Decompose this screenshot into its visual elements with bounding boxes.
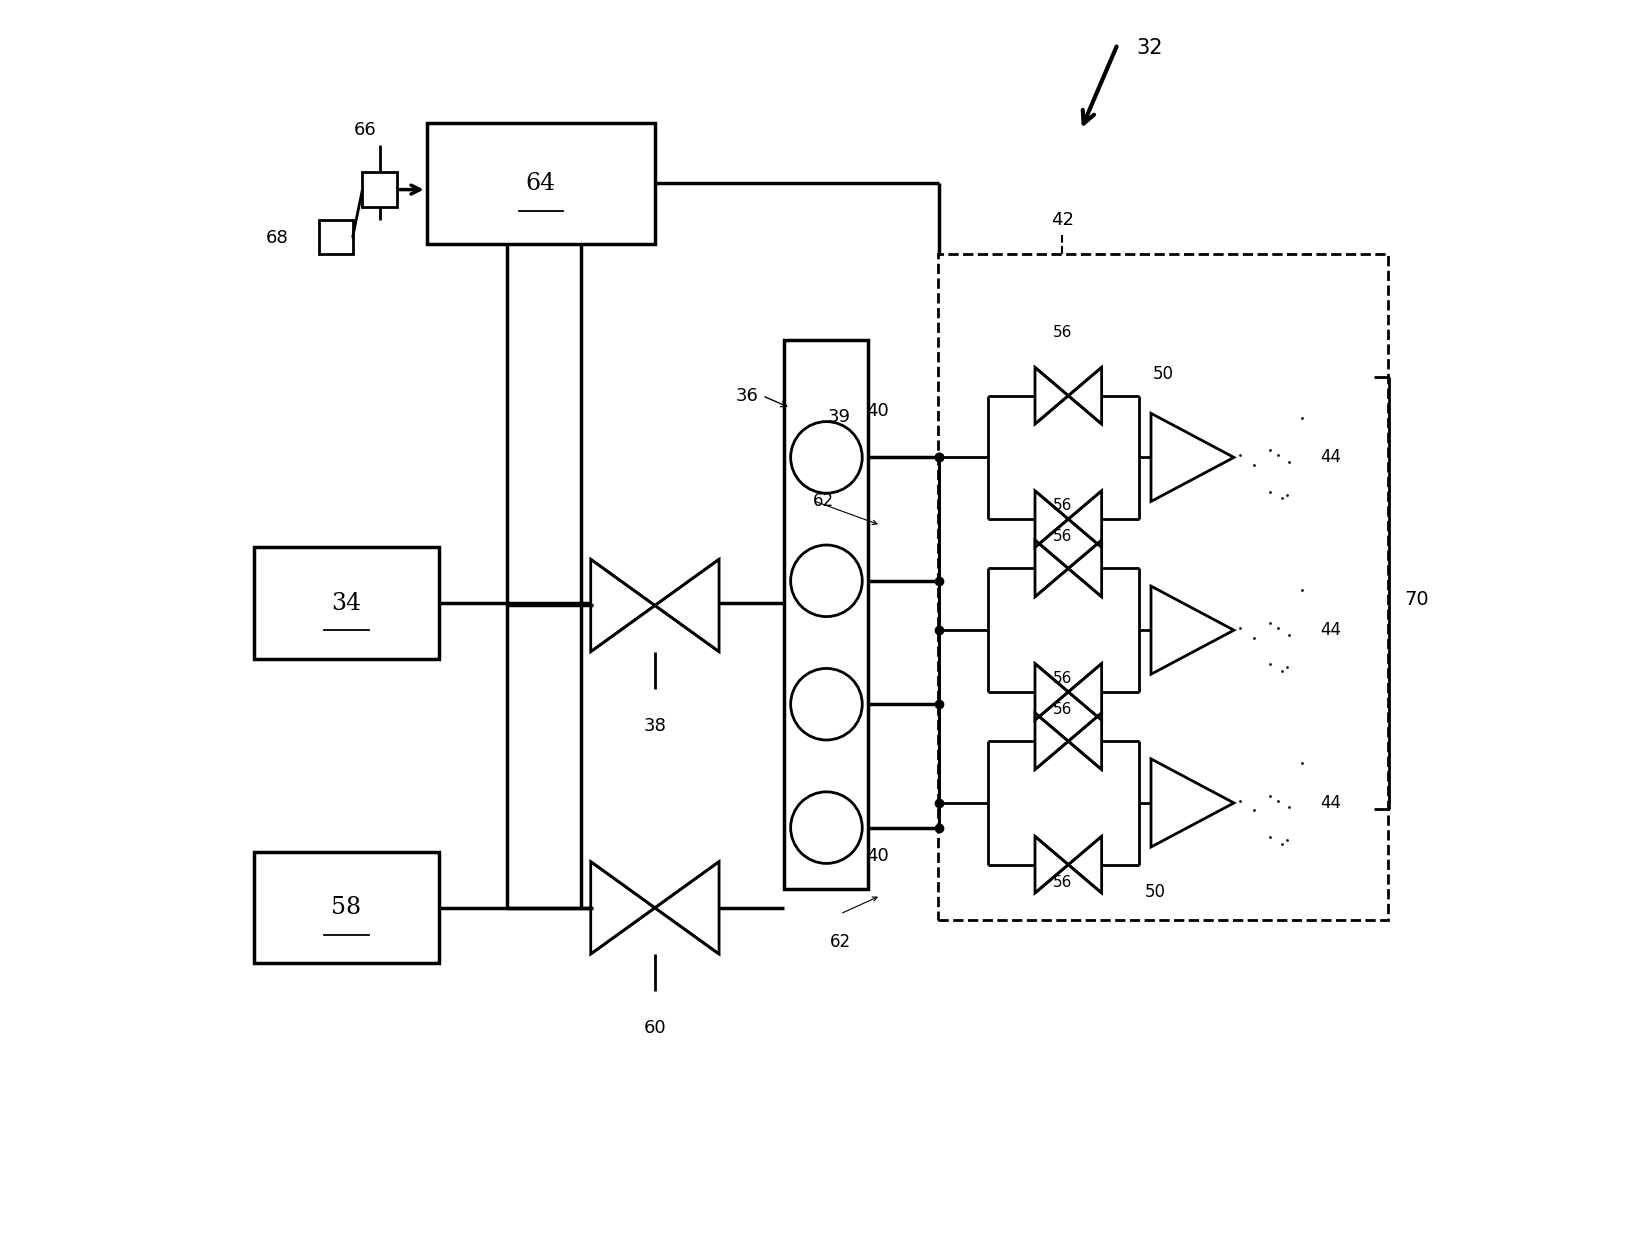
- Bar: [253, 852, 439, 963]
- Bar: [784, 341, 869, 890]
- Polygon shape: [1068, 836, 1102, 894]
- Text: 39: 39: [828, 408, 851, 426]
- Text: 56: 56: [1053, 875, 1071, 890]
- Polygon shape: [1152, 413, 1234, 502]
- Text: 66: 66: [353, 121, 376, 139]
- Polygon shape: [591, 559, 656, 651]
- Polygon shape: [1035, 664, 1068, 720]
- Text: 32: 32: [1137, 37, 1163, 57]
- Bar: [319, 221, 353, 253]
- Bar: [938, 253, 1388, 920]
- Text: 44: 44: [1321, 448, 1341, 467]
- Bar: [427, 124, 656, 243]
- Polygon shape: [1152, 759, 1234, 847]
- Polygon shape: [1068, 664, 1102, 720]
- Circle shape: [790, 422, 863, 493]
- Polygon shape: [1068, 540, 1102, 597]
- Text: 40: 40: [866, 846, 889, 865]
- Text: 38: 38: [644, 716, 667, 735]
- Polygon shape: [1035, 367, 1068, 424]
- Polygon shape: [656, 861, 720, 953]
- Text: 44: 44: [1321, 622, 1341, 639]
- Polygon shape: [1068, 713, 1102, 770]
- Text: 44: 44: [1321, 794, 1341, 812]
- Bar: [253, 548, 439, 659]
- Polygon shape: [591, 861, 656, 953]
- Text: 36: 36: [736, 387, 759, 404]
- Text: 34: 34: [332, 592, 361, 614]
- Polygon shape: [1152, 587, 1234, 674]
- Text: 50: 50: [1153, 366, 1173, 383]
- Text: 56: 56: [1053, 701, 1071, 716]
- Text: 56: 56: [1053, 529, 1071, 544]
- Circle shape: [790, 669, 863, 740]
- Polygon shape: [1035, 490, 1068, 548]
- Text: 70: 70: [1405, 590, 1429, 609]
- Text: 42: 42: [1050, 211, 1073, 230]
- Text: 58: 58: [332, 896, 361, 920]
- Polygon shape: [1035, 836, 1068, 894]
- Text: 56: 56: [1053, 498, 1071, 513]
- Text: 62: 62: [830, 932, 851, 951]
- Text: 64: 64: [526, 172, 555, 195]
- Circle shape: [790, 791, 863, 864]
- Text: 56: 56: [1053, 326, 1071, 341]
- Polygon shape: [1068, 490, 1102, 548]
- Text: 56: 56: [1053, 670, 1071, 685]
- Text: 60: 60: [644, 1018, 665, 1037]
- Circle shape: [790, 545, 863, 617]
- Text: 40: 40: [866, 402, 889, 421]
- Bar: [363, 172, 398, 207]
- Polygon shape: [1035, 540, 1068, 597]
- Text: 50: 50: [1145, 884, 1167, 901]
- Polygon shape: [1068, 367, 1102, 424]
- Text: 68: 68: [266, 228, 289, 247]
- Polygon shape: [656, 559, 720, 651]
- Polygon shape: [1035, 713, 1068, 770]
- Text: 62: 62: [813, 492, 835, 509]
